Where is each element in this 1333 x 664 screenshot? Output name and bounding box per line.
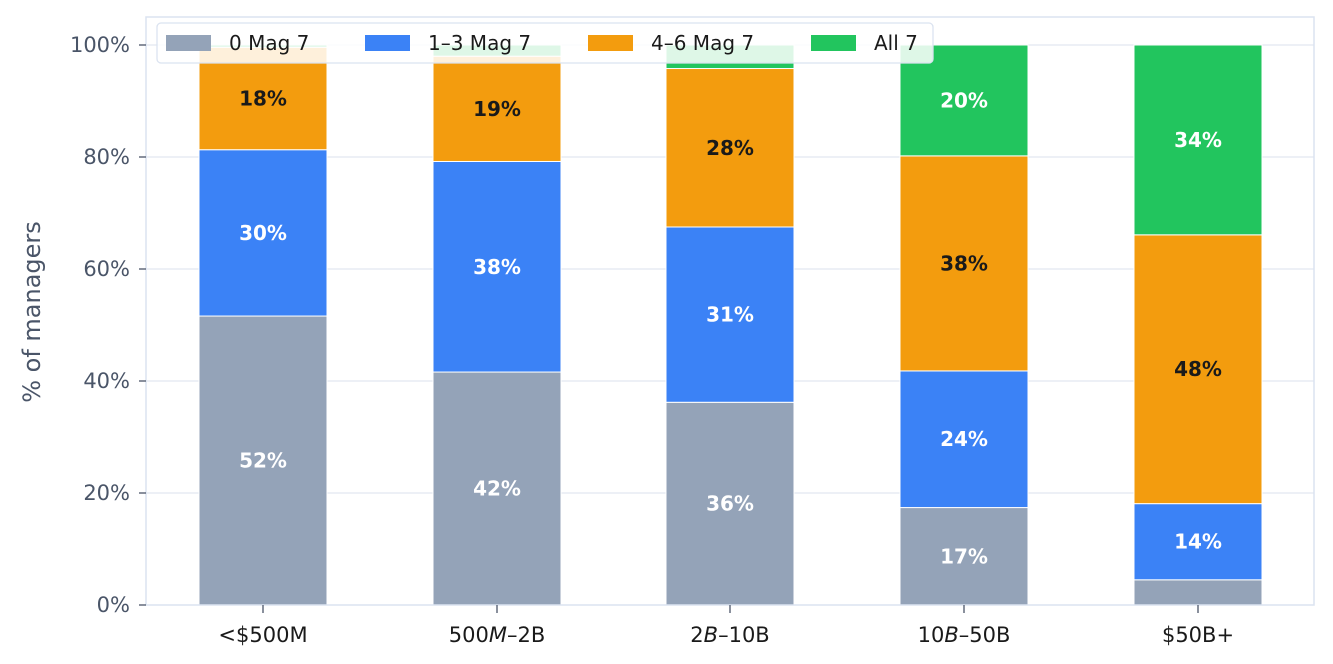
legend-box	[156, 22, 934, 64]
bar-segment	[1133, 503, 1263, 581]
x-tick-label: 500M–2B	[449, 623, 546, 647]
legend-swatch	[811, 35, 856, 51]
legend-label: All 7	[874, 31, 918, 55]
bar-data-label: 42%	[473, 477, 521, 501]
bar-data-label: 52%	[239, 449, 287, 473]
bar-data-label: 36%	[706, 492, 754, 516]
legend-item[interactable]: 1–3 Mag 7	[365, 31, 531, 55]
bar-data-label: 30%	[239, 221, 287, 245]
y-tick-label: 100%	[70, 33, 130, 57]
bar-data-label: 48%	[1174, 357, 1222, 381]
data-labels: 52% 30% 18% 42% 38% 19% 36% 31% 28% 17% 24% 38% 20% 1…	[239, 86, 1222, 568]
bar-segment	[1133, 234, 1263, 505]
bar-data-label: 17%	[940, 544, 988, 568]
legend-item[interactable]: 4–6 Mag 7	[588, 31, 754, 55]
bar-segment	[432, 371, 562, 606]
bar-segment	[665, 226, 795, 403]
bar-data-label: 20%	[940, 88, 988, 112]
legend-label: 0 Mag 7	[229, 31, 309, 55]
legend-swatch	[166, 35, 211, 51]
x-tick-label: $50B+	[1162, 623, 1234, 647]
legend-swatch	[365, 35, 410, 51]
y-tick-label: 0%	[97, 593, 130, 617]
legend-swatch	[588, 35, 633, 51]
bar-data-label: 28%	[706, 136, 754, 160]
bar-data-label: 34%	[1174, 128, 1222, 152]
y-tick-label: 20%	[83, 481, 130, 505]
y-tick-label: 40%	[83, 369, 130, 393]
y-tick-label: 60%	[83, 257, 130, 281]
legend-item[interactable]: 0 Mag 7	[166, 31, 309, 55]
bar-data-label: 19%	[473, 97, 521, 121]
x-tick-label: <$500M	[218, 623, 307, 647]
bar-data-label: 38%	[940, 251, 988, 275]
bar-data-label: 31%	[706, 303, 754, 327]
bar-segment	[1133, 579, 1263, 606]
x-tick-label: 10B–50B	[918, 623, 1011, 647]
bar-segment	[899, 370, 1029, 509]
bar-data-label: 14%	[1174, 530, 1222, 554]
legend[interactable]: 0 Mag 7 1–3 Mag 7 4–6 Mag 7 All 7	[156, 22, 934, 64]
axes: 0% 20% 40% 60% 80% 100% <$500M 500M–2B 2B–10B 10B…	[70, 16, 1315, 647]
bar-segment	[432, 55, 562, 162]
bar-data-label: 38%	[473, 255, 521, 279]
bar-segment	[899, 155, 1029, 372]
bar-data-label: 24%	[940, 427, 988, 451]
bar-segment	[899, 507, 1029, 606]
legend-label: 4–6 Mag 7	[651, 31, 754, 55]
bar-segment	[432, 160, 562, 373]
bar-segment	[198, 149, 328, 317]
y-axis-title: % of managers	[18, 221, 46, 403]
bar-segment	[198, 315, 328, 606]
bar-segment	[1133, 44, 1263, 236]
bar-data-label: 18%	[239, 86, 287, 110]
legend-label: 1–3 Mag 7	[428, 31, 531, 55]
bar-segment	[665, 401, 795, 606]
bars	[198, 44, 1263, 606]
legend-item[interactable]: All 7	[811, 31, 918, 55]
y-tick-label: 80%	[83, 145, 130, 169]
x-tick-label: 2B–10B	[690, 623, 769, 647]
